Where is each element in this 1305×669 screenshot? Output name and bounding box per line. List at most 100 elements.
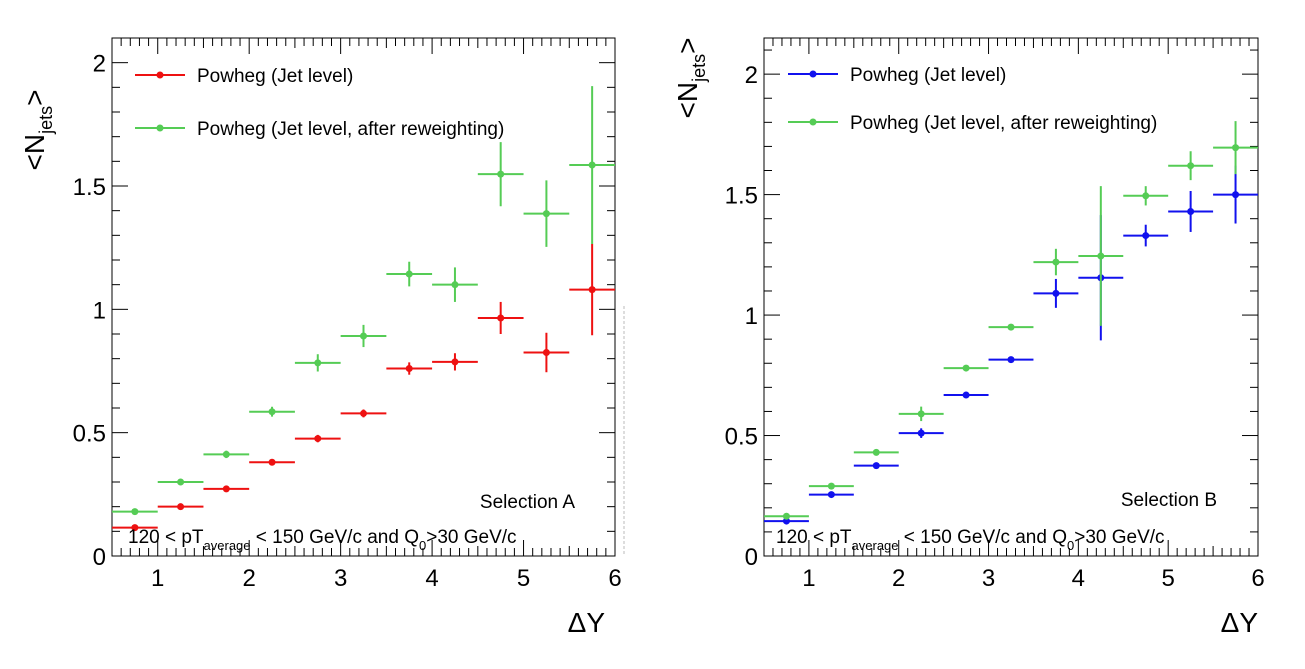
data-point (1142, 232, 1150, 240)
axis-ticks (111, 37, 616, 557)
cut-label: 120 < pTaverage < 150 GeV/c and Q0>30 Ge… (776, 527, 1165, 553)
data-point (588, 161, 596, 169)
y-tick-label: 2 (745, 62, 758, 89)
data-point (360, 332, 367, 340)
y-tick-label: 0.5 (73, 421, 106, 448)
data-point (131, 524, 139, 532)
data-point (1007, 356, 1015, 364)
data-point (1097, 252, 1105, 260)
legend-swatch-marker (809, 70, 817, 78)
series-2 (764, 121, 1258, 520)
y-tick-label: 1.5 (725, 183, 758, 210)
data-point (1232, 191, 1240, 199)
y-tick-label: 0 (745, 544, 758, 571)
x-tick-label: 5 (1162, 565, 1175, 592)
data-point (360, 409, 367, 417)
data-point (497, 314, 505, 322)
data-point (917, 429, 925, 437)
x-tick-label: 3 (982, 565, 995, 592)
data-point (1232, 144, 1240, 152)
series-2 (112, 86, 615, 516)
x-tick-label: 6 (608, 565, 621, 592)
data-point (1142, 192, 1150, 200)
data-point (314, 359, 322, 367)
x-tick-label: 1 (802, 565, 815, 592)
legend-label: Powheg (Jet level) (197, 66, 353, 87)
y-tick-label: 1.5 (73, 174, 106, 201)
legend-label: Powheg (Jet level) (850, 65, 1006, 86)
data-point (542, 349, 550, 356)
legend: Powheg (Jet level) Powheg (Jet level, aft… (135, 66, 504, 140)
y-tick-label: 2 (93, 51, 106, 78)
data-point (451, 358, 459, 366)
y-axis-title: <Njets> (19, 90, 56, 171)
cut-label: 120 < pTaverage < 150 GeV/c and Q0>30 Ge… (128, 527, 517, 553)
x-tick-label: 5 (517, 565, 530, 592)
plot-frame (763, 37, 1259, 557)
x-axis-title: ΔY (568, 607, 606, 638)
x-tick-label: 4 (1072, 565, 1085, 592)
x-tick-label: 1 (151, 565, 164, 592)
x-tick-label: 2 (243, 565, 256, 592)
data-point (268, 408, 276, 416)
svg-text:<Njets>: <Njets> (19, 90, 56, 171)
plot-frame (111, 37, 616, 557)
data-point (451, 281, 459, 289)
data-point (1052, 289, 1060, 297)
x-tick-labels: 1 2 3 4 5 6 (151, 565, 622, 592)
data-point (1007, 323, 1015, 331)
data-point (588, 286, 596, 294)
data-point (222, 485, 230, 493)
data-point (497, 170, 505, 178)
data-point (405, 365, 413, 373)
x-tick-label: 4 (425, 565, 438, 592)
legend-swatch-marker (809, 118, 817, 126)
y-tick-labels: 0 0.5 1 1.5 2 (725, 62, 758, 571)
selection-label: Selection A (480, 492, 575, 513)
data-point (962, 391, 970, 399)
data-point (405, 270, 413, 278)
x-tick-label: 3 (334, 565, 347, 592)
x-tick-labels: 1 2 3 4 5 6 (802, 565, 1264, 592)
data-point (872, 462, 880, 470)
data-point (177, 503, 185, 511)
data-point (1052, 258, 1060, 266)
legend: Powheg (Jet level) Powheg (Jet level, aft… (788, 65, 1157, 134)
data-point (827, 491, 835, 499)
legend-label: Powheg (Jet level, after reweighting) (850, 113, 1157, 134)
x-tick-label: 6 (1251, 565, 1264, 592)
series-1 (764, 165, 1258, 525)
data-point (542, 210, 550, 218)
y-tick-labels: 0 0.5 1 1.5 2 (73, 51, 106, 571)
x-tick-label: 2 (892, 565, 905, 592)
data-point (782, 517, 790, 525)
data-point (917, 410, 925, 418)
legend-label: Powheg (Jet level, after reweighting) (197, 119, 504, 140)
series-1 (112, 243, 615, 532)
y-tick-label: 1 (93, 297, 106, 324)
data-point (782, 512, 790, 520)
data-marks (764, 121, 1258, 525)
data-point (962, 364, 970, 372)
data-point (314, 435, 322, 443)
data-point (177, 478, 185, 486)
data-point (1187, 162, 1195, 170)
x-axis-title: ΔY (1221, 607, 1259, 638)
y-tick-label: 0.5 (725, 424, 758, 451)
data-point (131, 508, 139, 516)
svg-text:<Njets>: <Njets> (672, 38, 709, 119)
data-point (222, 450, 230, 458)
data-point (1187, 207, 1195, 215)
data-point (872, 448, 880, 456)
data-marks (112, 86, 615, 532)
axis-ticks (763, 38, 1259, 557)
selection-label: Selection B (1121, 490, 1217, 511)
legend-swatch-marker (156, 124, 164, 132)
data-point (827, 482, 835, 490)
legend-swatch-marker (156, 71, 164, 79)
y-tick-label: 0 (93, 544, 106, 571)
y-axis-title: <Njets> (672, 38, 709, 119)
